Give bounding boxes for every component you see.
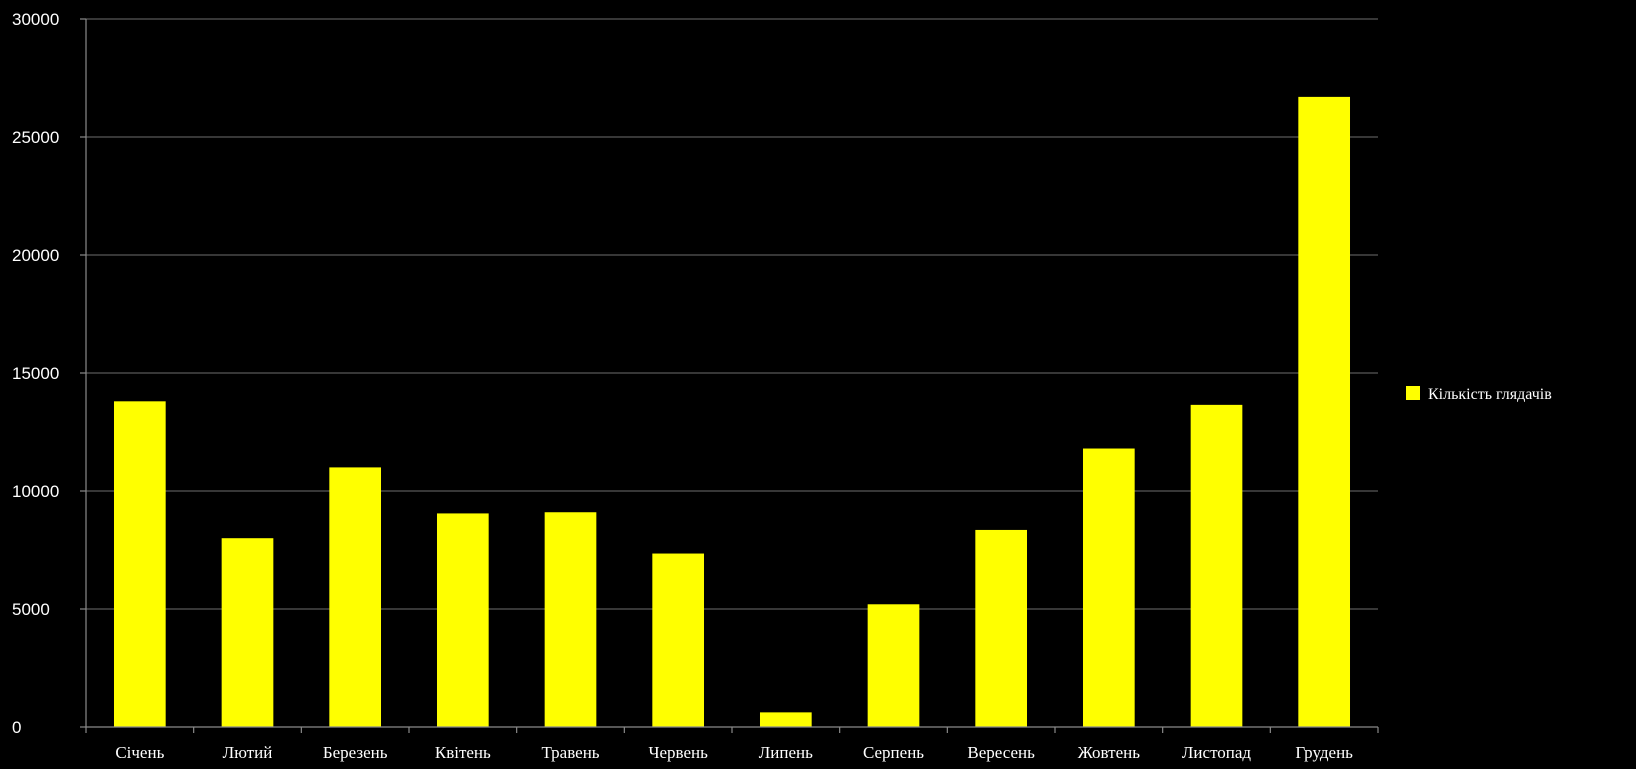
bars: [113, 96, 1351, 727]
y-axis-tick-labels: 0 5000 10000 15000 20000 25000 30000: [12, 10, 59, 737]
bar-8: [867, 604, 920, 727]
x-tick-label: Січень: [115, 743, 164, 762]
bar-12: [1298, 96, 1351, 727]
y-tick-label: 10000: [12, 482, 59, 501]
bar-1: [113, 401, 166, 727]
bar-5: [544, 512, 597, 727]
y-tick-label: 30000: [12, 10, 59, 29]
bar-6: [652, 553, 705, 727]
x-axis-tick-labels: Січень Лютий Березень Квітень Травень Червень…: [115, 743, 1353, 762]
bar-2: [221, 538, 274, 727]
bar-11: [1190, 404, 1243, 727]
x-tick-label: Березень: [323, 743, 388, 762]
x-tick-label: Вересень: [967, 743, 1035, 762]
x-tick-label: Травень: [541, 743, 599, 762]
axes: [80, 18, 1379, 733]
y-tick-label: 25000: [12, 128, 59, 147]
bar-3: [329, 467, 382, 727]
y-tick-label: 20000: [12, 246, 59, 265]
y-tick-label: 15000: [12, 364, 59, 383]
x-tick-label: Червень: [648, 743, 708, 762]
bar-7: [759, 712, 812, 727]
x-tick-label: Липень: [759, 743, 813, 762]
bar-4: [436, 513, 489, 727]
x-tick-label: Листопад: [1182, 743, 1252, 762]
x-tick-label: Грудень: [1295, 743, 1353, 762]
bar-9: [975, 529, 1028, 727]
legend-swatch: [1406, 386, 1420, 400]
bar-10: [1082, 448, 1135, 727]
legend: Кількість глядачів: [1406, 386, 1552, 403]
legend-label: Кількість глядачів: [1428, 386, 1552, 403]
x-tick-label: Серпень: [863, 743, 924, 762]
x-tick-label: Жовтень: [1078, 743, 1141, 762]
y-tick-label: 0: [12, 718, 21, 737]
gridlines: [86, 18, 1378, 610]
x-tick-label: Лютий: [223, 743, 273, 762]
x-tick-label: Квітень: [435, 743, 491, 762]
y-tick-label: 5000: [12, 600, 50, 619]
